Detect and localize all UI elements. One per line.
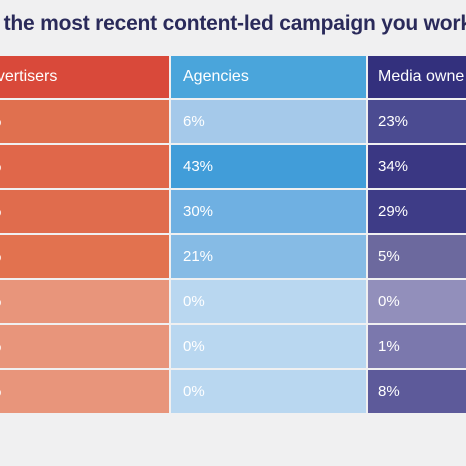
page-title: r the most recent content-led campaign y… (0, 12, 466, 35)
media-owners-cell: 5% (368, 235, 466, 278)
agencies-cell: 30% (171, 190, 366, 233)
advertisers-cell: % (0, 325, 169, 368)
media-owners-cell: 1% (368, 325, 466, 368)
table-header-row: dvertisers Agencies Media owne (0, 56, 466, 98)
header-advertisers: dvertisers (0, 56, 169, 98)
media-owners-cell: 23% (368, 100, 466, 143)
agencies-cell: 0% (171, 280, 366, 323)
table-row: % 21% 5% (0, 235, 466, 278)
table-row: % 6% 23% (0, 100, 466, 143)
table-row: % 30% 29% (0, 190, 466, 233)
advertisers-cell: % (0, 190, 169, 233)
advertisers-cell: % (0, 235, 169, 278)
table-row: % 43% 34% (0, 145, 466, 188)
agencies-cell: 21% (171, 235, 366, 278)
advertisers-value: % (0, 158, 1, 175)
media-owners-cell: 29% (368, 190, 466, 233)
advertisers-value: % (0, 113, 1, 130)
table-row: % 0% 0% (0, 280, 466, 323)
results-table: dvertisers Agencies Media owne % 6% 23% … (0, 56, 466, 415)
agencies-cell: 0% (171, 325, 366, 368)
advertisers-value: % (0, 203, 1, 220)
agencies-cell: 0% (171, 370, 366, 413)
agencies-cell: 6% (171, 100, 366, 143)
agencies-cell: 43% (171, 145, 366, 188)
advertisers-cell: % (0, 100, 169, 143)
table-row: % 0% 1% (0, 325, 466, 368)
advertisers-cell: % (0, 370, 169, 413)
advertisers-value: % (0, 338, 1, 355)
header-advertisers-label: dvertisers (0, 68, 58, 85)
table-row: % 0% 8% (0, 370, 466, 413)
advertisers-value: % (0, 383, 1, 400)
media-owners-cell: 34% (368, 145, 466, 188)
media-owners-cell: 8% (368, 370, 466, 413)
advertisers-cell: % (0, 280, 169, 323)
advertisers-value: % (0, 293, 1, 310)
advertisers-cell: % (0, 145, 169, 188)
header-media-owners: Media owne (368, 56, 466, 98)
media-owners-cell: 0% (368, 280, 466, 323)
advertisers-value: % (0, 248, 1, 265)
header-agencies: Agencies (171, 56, 366, 98)
